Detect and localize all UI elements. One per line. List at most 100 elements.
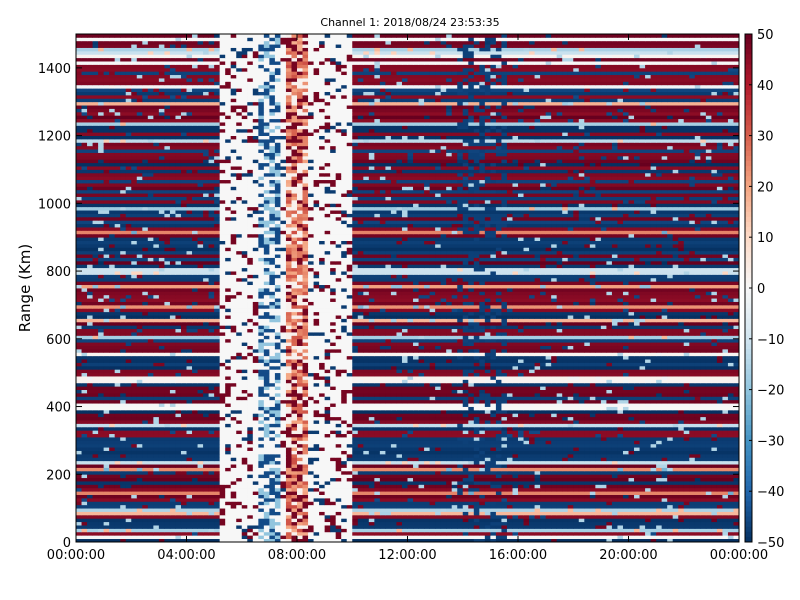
- heatmap-cell: [203, 423, 209, 428]
- heatmap-cell: [335, 518, 342, 523]
- heatmap-cell: [269, 511, 276, 516]
- heatmap-cell: [313, 433, 320, 438]
- heatmap-cell: [418, 508, 425, 512]
- heatmap-cell: [656, 464, 663, 468]
- heatmap-cell: [401, 511, 408, 516]
- heatmap-cell: [153, 430, 160, 435]
- heatmap-cell: [285, 467, 292, 472]
- heatmap-cell: [534, 406, 541, 411]
- heatmap-cell: [98, 406, 105, 411]
- heatmap-cell: [540, 535, 547, 540]
- heatmap-cell: [241, 460, 248, 465]
- heatmap-cell: [435, 470, 442, 475]
- heatmap-cell: [429, 453, 436, 458]
- heatmap-cell: [634, 535, 640, 540]
- heatmap-cells: [76, 34, 740, 543]
- heatmap-cell: [219, 528, 226, 533]
- heatmap-cell: [562, 535, 569, 540]
- heatmap-cell: [153, 420, 160, 424]
- heatmap-cell: [495, 420, 502, 424]
- heatmap-cell: [418, 447, 425, 451]
- heatmap-cell: [501, 514, 508, 519]
- heatmap-cell: [192, 433, 198, 438]
- heatmap-cell: [595, 464, 602, 468]
- heatmap-cell: [252, 484, 259, 489]
- heatmap-cell: [678, 511, 685, 516]
- heatmap-cell: [545, 508, 552, 512]
- heatmap-cell: [352, 484, 359, 489]
- heatmap-cell: [573, 487, 580, 492]
- heatmap-cell: [297, 450, 303, 455]
- heatmap-cell: [308, 443, 314, 448]
- heatmap-cell: [120, 430, 127, 435]
- heatmap-cell: [169, 426, 176, 431]
- heatmap-cell: [142, 447, 149, 451]
- heatmap-cell: [214, 426, 221, 431]
- heatmap-cell: [639, 413, 646, 418]
- heatmap-cell: [291, 457, 298, 462]
- heatmap-cell: [76, 453, 82, 458]
- heatmap-cell: [125, 525, 132, 529]
- heatmap-cell: [700, 487, 707, 492]
- heatmap-cell: [263, 514, 270, 519]
- heatmap-cell: [429, 423, 436, 428]
- heatmap-cell: [446, 508, 453, 512]
- heatmap-cell: [313, 423, 320, 428]
- heatmap-cell: [308, 514, 314, 519]
- heatmap-cell: [208, 508, 215, 512]
- heatmap-cell: [291, 433, 298, 438]
- heatmap-cell: [484, 514, 491, 519]
- heatmap-cell: [335, 487, 342, 492]
- heatmap-cell: [147, 413, 154, 418]
- heatmap-cell: [92, 413, 99, 418]
- heatmap-cell: [180, 443, 187, 448]
- heatmap-cell: [529, 420, 535, 424]
- heatmap-cell: [197, 433, 204, 438]
- heatmap-cell: [457, 508, 464, 512]
- heatmap-cell: [573, 426, 580, 431]
- heatmap-cell: [169, 491, 176, 495]
- heatmap-cell: [484, 535, 491, 540]
- heatmap-cell: [727, 430, 734, 435]
- heatmap-cell: [429, 426, 436, 431]
- heatmap-cell: [457, 481, 464, 485]
- heatmap-cell: [617, 409, 624, 414]
- heatmap-cell: [103, 518, 110, 523]
- heatmap-cell: [446, 426, 453, 431]
- heatmap-cell: [313, 521, 320, 526]
- heatmap-cell: [540, 497, 547, 502]
- heatmap-cell: [87, 413, 93, 418]
- heatmap-cell: [269, 447, 276, 451]
- heatmap-cell: [114, 518, 121, 523]
- heatmap-cell: [534, 453, 541, 458]
- heatmap-cell: [208, 494, 215, 499]
- heatmap-cell: [567, 531, 574, 536]
- heatmap-cell: [650, 450, 657, 455]
- heatmap-cell: [606, 460, 613, 465]
- heatmap-cell: [661, 491, 668, 495]
- heatmap-cell: [98, 491, 105, 495]
- heatmap-cell: [534, 423, 541, 428]
- heatmap-cell: [534, 528, 541, 533]
- heatmap-cell: [473, 470, 480, 475]
- heatmap-cell: [390, 467, 397, 472]
- heatmap-cell: [711, 457, 718, 462]
- heatmap-cell: [125, 443, 132, 448]
- heatmap-cell: [236, 399, 243, 404]
- heatmap-cell: [258, 450, 265, 455]
- heatmap-cell: [147, 430, 154, 435]
- heatmap-cell: [584, 443, 591, 448]
- heatmap-cell: [324, 433, 331, 438]
- heatmap-cell: [689, 464, 696, 468]
- heatmap-cell: [263, 406, 270, 411]
- heatmap-cell: [639, 494, 646, 499]
- heatmap-cell: [606, 443, 613, 448]
- heatmap-cell: [694, 437, 701, 441]
- heatmap-cell: [556, 406, 563, 411]
- heatmap-cell: [672, 501, 679, 506]
- heatmap-cell: [595, 413, 602, 418]
- heatmap-cell: [357, 420, 364, 424]
- heatmap-cell: [368, 531, 375, 536]
- heatmap-cell: [142, 494, 149, 499]
- heatmap-cell: [131, 433, 138, 438]
